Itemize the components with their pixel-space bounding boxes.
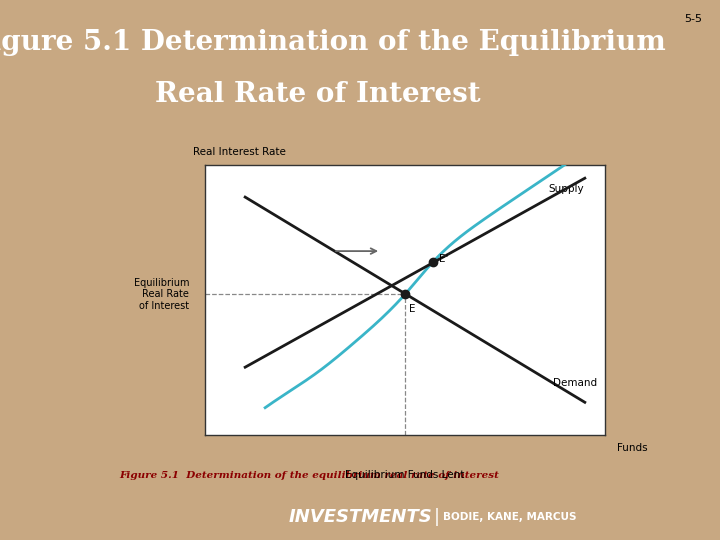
Text: Real Interest Rate: Real Interest Rate [193, 146, 286, 157]
Text: Supply: Supply [549, 184, 585, 194]
Text: E': E' [439, 254, 449, 264]
Text: Equilibrium
Real Rate
of Interest: Equilibrium Real Rate of Interest [134, 278, 189, 311]
Text: Funds: Funds [617, 443, 647, 453]
Text: Equilibrium Funds Lent: Equilibrium Funds Lent [346, 470, 464, 480]
Text: Figure 5.1  Determination of the equilibrium real rate of interest: Figure 5.1 Determination of the equilibr… [120, 471, 499, 480]
Text: Figure 5.1 Determination of the Equilibrium: Figure 5.1 Determination of the Equilibr… [0, 29, 665, 56]
Text: 5-5: 5-5 [684, 14, 702, 24]
Text: INVESTMENTS: INVESTMENTS [288, 508, 432, 526]
Text: E: E [409, 304, 415, 314]
Text: |: | [433, 508, 439, 526]
Text: Real Rate of Interest: Real Rate of Interest [155, 81, 481, 108]
Text: Demand: Demand [553, 378, 597, 388]
Text: BODIE, KANE, MARCUS: BODIE, KANE, MARCUS [443, 512, 576, 522]
